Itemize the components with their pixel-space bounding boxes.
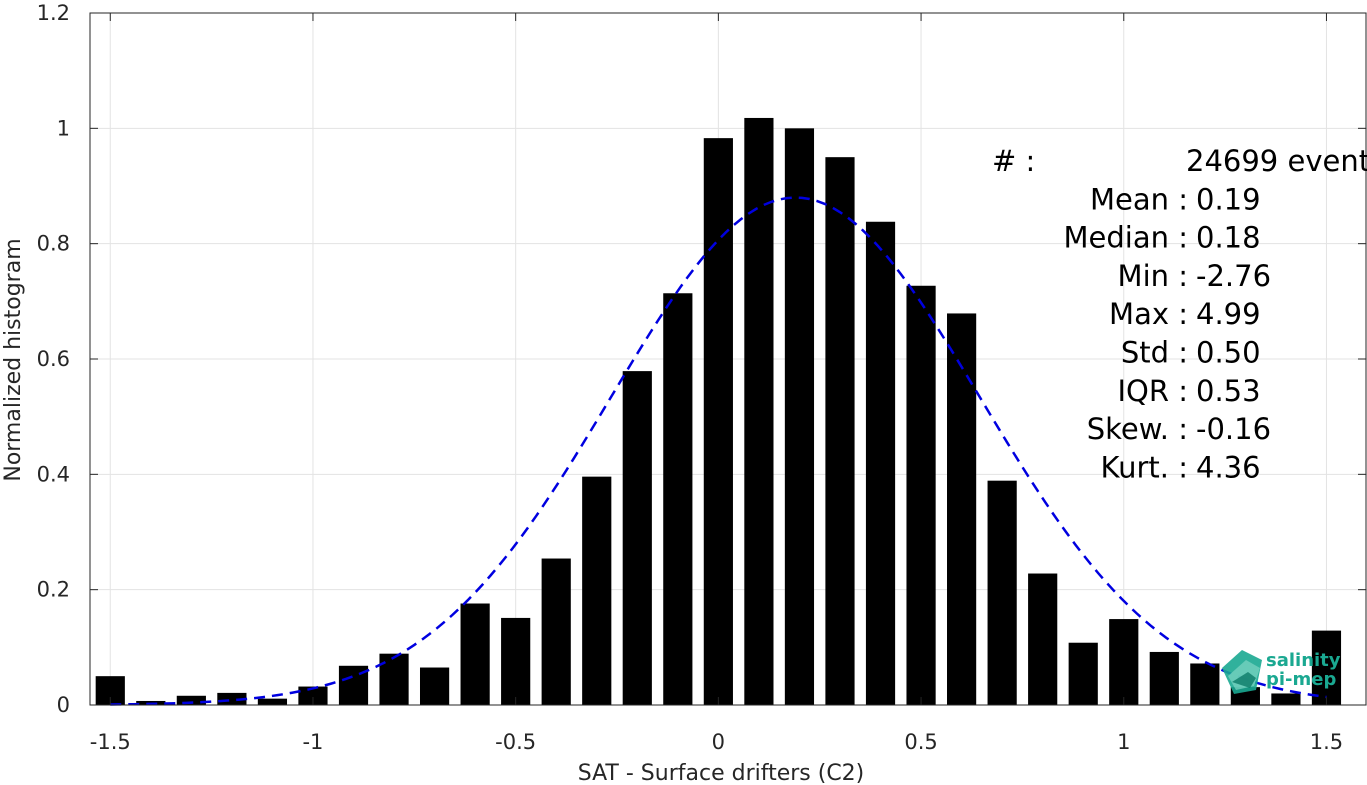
stat-value: -2.76 [1196,259,1271,293]
y-tick-label: 0.8 [37,232,70,256]
histogram-bar [176,695,206,705]
stat-value: -0.16 [1196,412,1271,446]
histogram-bar [1190,663,1220,705]
stat-value: 0.50 [1196,336,1261,370]
histogram-bar [1311,630,1342,705]
stat-label: Min : [1118,259,1188,293]
histogram-bar [703,138,733,706]
histogram-bar [987,480,1017,705]
histogram-bars [95,117,1342,706]
histogram-bar [622,371,652,705]
y-tick-label: 0 [57,693,70,717]
x-tick-label: -1.5 [90,730,131,754]
stat-value: 0.53 [1196,374,1261,408]
y-tick-label: 0.6 [37,347,70,371]
x-axis-label: SAT - Surface drifters (C2) [578,761,865,785]
histogram-bar [1068,642,1098,705]
histogram-bar [663,293,693,705]
histogram-bar [865,221,896,705]
gaussian-fit-curve [110,196,1327,706]
histogram-bar [419,667,450,705]
x-tick-labels: -1.5 -1 -0.5 0 0.5 1 1.5 [90,730,1343,754]
stat-label: Kurt. : [1101,450,1188,484]
stat-value: 0.19 [1196,182,1261,216]
logo-mark-icon [1222,650,1262,694]
axis-ticks [90,12,1366,706]
x-tick-label: -0.5 [495,730,536,754]
histogram-bar [501,617,531,705]
y-tick-labels: 0 0.2 0.4 0.6 0.8 1 1.2 [37,1,70,717]
stat-label: Std : [1121,336,1188,370]
stat-value: 24699 events [1186,144,1367,178]
histogram-bar [1271,693,1301,705]
y-axis-label: Normalized histogram [1,238,26,481]
histogram-bar [1109,619,1139,705]
x-tick-label: 1.5 [1310,730,1343,754]
histogram-bar [257,698,288,705]
y-tick-label: 0.2 [37,578,70,602]
stat-label: IQR : [1117,374,1188,408]
stat-value: 4.99 [1196,297,1261,331]
histogram-bar [784,128,815,706]
stat-label: Mean : [1090,182,1188,216]
salinity-pi-mep-logo: salinity pi-mep [1222,650,1341,694]
y-tick-label: 1.2 [37,1,70,25]
histogram-bar [541,558,571,705]
stat-label: Median : [1064,221,1188,255]
x-tick-label: 0.5 [904,730,937,754]
y-tick-label: 1 [57,116,70,140]
histogram-bar [298,686,328,705]
y-tick-label: 0.4 [37,462,70,486]
histogram-bar [379,653,409,705]
logo-text-line1: salinity [1266,650,1341,671]
histogram-bar [825,157,855,705]
stat-label: Skew. : [1087,412,1188,446]
stat-label: # : [992,144,1035,178]
logo-text-line2: pi-mep [1266,669,1336,690]
x-tick-label: -1 [302,730,323,754]
x-tick-label: 0 [712,730,725,754]
histogram-bar [947,313,977,705]
histogram-bar [744,117,774,706]
stat-value: 4.36 [1196,450,1261,484]
histogram-bar [1028,573,1058,705]
histogram-bar [460,603,490,705]
stat-value: 0.18 [1196,221,1261,255]
histogram-bar [1149,651,1179,705]
stat-label: Max : [1109,297,1188,331]
x-tick-label: 1 [1117,730,1130,754]
histogram-bar [582,476,612,705]
histogram-bar [906,285,936,705]
